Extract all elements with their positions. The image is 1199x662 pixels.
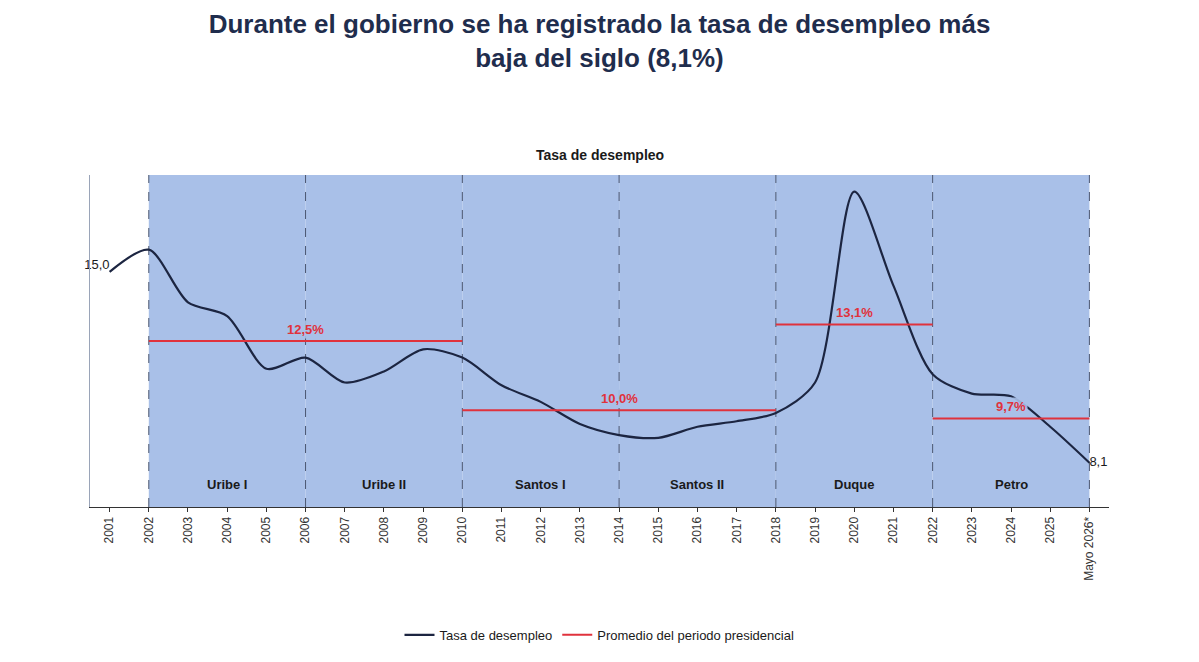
svg-text:2017: 2017 <box>730 516 744 543</box>
svg-text:2001: 2001 <box>103 516 117 543</box>
svg-text:2014: 2014 <box>612 516 626 543</box>
svg-text:2019: 2019 <box>808 516 822 543</box>
svg-text:2005: 2005 <box>259 516 273 543</box>
svg-text:2022: 2022 <box>926 516 940 543</box>
svg-text:2010: 2010 <box>455 516 469 543</box>
svg-text:Duque: Duque <box>834 477 874 492</box>
svg-text:2024: 2024 <box>1004 516 1018 543</box>
svg-text:15,0: 15,0 <box>84 257 109 272</box>
svg-text:2012: 2012 <box>534 516 548 543</box>
svg-text:2023: 2023 <box>965 516 979 543</box>
svg-text:12,5%: 12,5% <box>287 322 324 337</box>
svg-text:Uribe II: Uribe II <box>362 477 406 492</box>
svg-text:Durante el gobierno se ha regi: Durante el gobierno se ha registrado la … <box>209 9 991 73</box>
svg-text:2009: 2009 <box>416 516 430 543</box>
svg-text:2025: 2025 <box>1043 516 1057 543</box>
svg-text:Tasa de desempleo: Tasa de desempleo <box>536 147 664 163</box>
svg-text:8,1: 8,1 <box>1089 454 1107 469</box>
svg-text:9,7%: 9,7% <box>996 399 1026 414</box>
svg-text:2003: 2003 <box>181 516 195 543</box>
svg-text:2011: 2011 <box>494 516 508 542</box>
svg-text:Promedio del periodo presidenc: Promedio del periodo presidencial <box>597 628 794 643</box>
svg-text:Santos II: Santos II <box>670 477 724 492</box>
svg-text:13,1%: 13,1% <box>836 305 873 320</box>
svg-text:Tasa de desempleo: Tasa de desempleo <box>440 628 553 643</box>
svg-text:2004: 2004 <box>220 516 234 543</box>
svg-text:Petro: Petro <box>995 477 1028 492</box>
svg-text:Uribe I: Uribe I <box>207 477 247 492</box>
svg-text:2015: 2015 <box>651 516 665 543</box>
svg-text:10,0%: 10,0% <box>601 391 638 406</box>
svg-text:2002: 2002 <box>142 516 156 543</box>
svg-text:2018: 2018 <box>769 516 783 543</box>
svg-text:Mayo 2026*: Mayo 2026* <box>1082 516 1096 580</box>
svg-text:2008: 2008 <box>377 516 391 543</box>
svg-text:2020: 2020 <box>847 516 861 543</box>
svg-text:2021: 2021 <box>886 516 900 543</box>
svg-text:Santos I: Santos I <box>515 477 566 492</box>
svg-text:2007: 2007 <box>338 516 352 543</box>
svg-text:2013: 2013 <box>573 516 587 543</box>
svg-text:2016: 2016 <box>690 516 704 543</box>
svg-text:2006: 2006 <box>298 516 312 543</box>
